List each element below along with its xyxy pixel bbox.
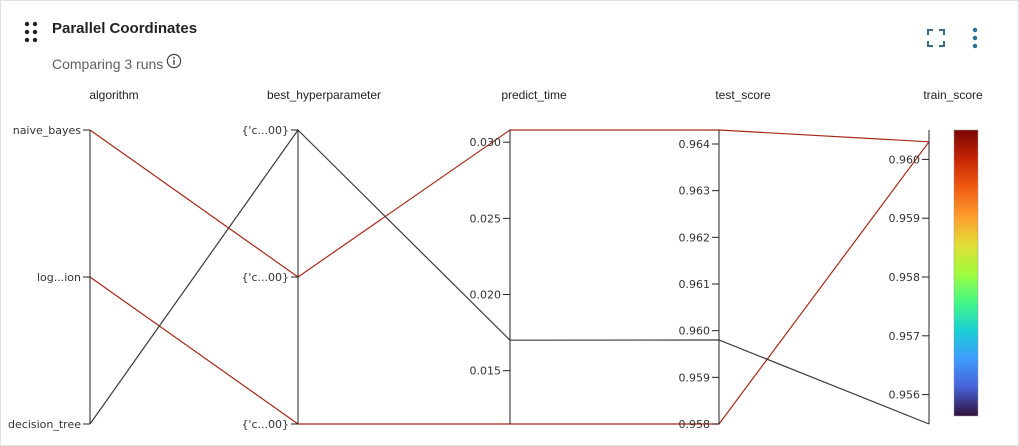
info-icon[interactable] (166, 53, 182, 69)
tick-label: {'c...00} (241, 124, 289, 137)
axis-title: predict_time (501, 88, 567, 102)
tick-label: 0.957 (889, 330, 921, 343)
axis-title: train_score (923, 88, 983, 102)
axis-title: algorithm (89, 88, 138, 102)
chart-subtitle: Comparing 3 runs (52, 56, 164, 72)
tick-label: 0.960 (679, 325, 711, 338)
tick-label: decision_tree (8, 418, 81, 431)
tick-label: {'c...00} (241, 271, 289, 284)
tick-label: 0.956 (889, 389, 921, 402)
tick-label: 0.961 (679, 278, 711, 291)
tick-label: 0.020 (470, 289, 502, 302)
more-vertical-icon[interactable] (968, 27, 982, 49)
tick-label: log...ion (37, 271, 81, 284)
colorbar (953, 129, 979, 417)
tick-label: 0.025 (470, 212, 502, 225)
axis-title: best_hyperparameter (267, 88, 381, 102)
tick-label: 0.962 (679, 231, 711, 244)
chart-title: Parallel Coordinates (52, 20, 198, 37)
tick-label: 0.959 (889, 212, 921, 225)
axis-title: test_score (715, 88, 771, 102)
drag-handle-icon[interactable] (23, 21, 39, 43)
tick-label: 0.960 (889, 153, 921, 166)
tick-label: 0.958 (679, 418, 711, 431)
tick-label: naive_bayes (13, 124, 82, 137)
expand-icon[interactable] (926, 28, 946, 48)
tick-label: 0.030 (470, 136, 502, 149)
tick-label: {'c...00} (241, 418, 289, 431)
tick-label: 0.015 (470, 365, 502, 378)
tick-label: 0.963 (679, 185, 711, 198)
tick-label: 0.959 (679, 371, 711, 384)
tick-label: 0.958 (889, 271, 921, 284)
tick-label: 0.964 (679, 138, 711, 151)
